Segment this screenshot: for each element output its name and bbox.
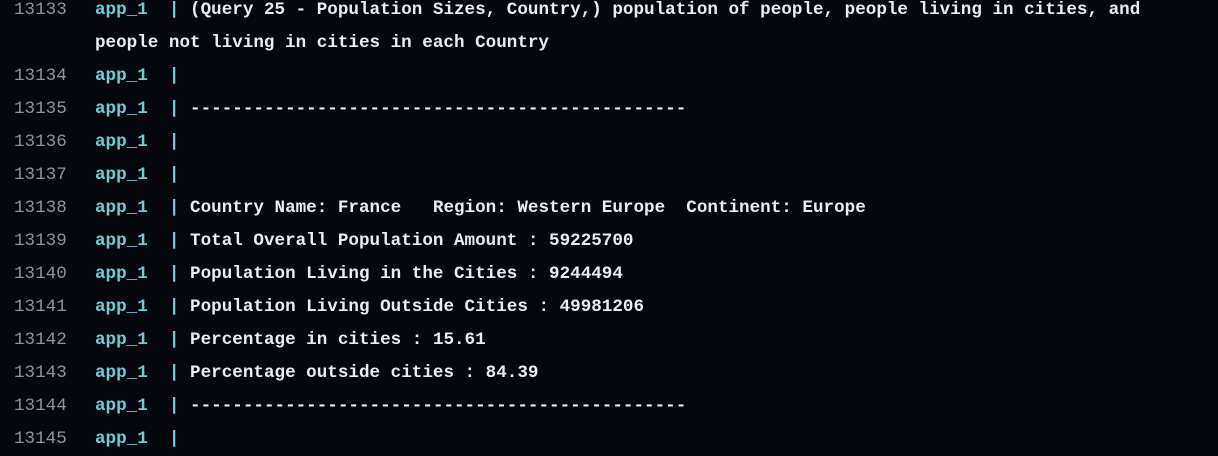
log-content: app_1 | Population Living in the Cities …: [95, 258, 1193, 291]
log-line: 13138 app_1 | Country Name: France Region…: [0, 192, 1218, 225]
service-name: app_1: [95, 264, 148, 284]
line-number: 13135: [14, 99, 67, 119]
line-number: 13139: [14, 231, 67, 251]
pipe-separator: |: [168, 264, 180, 284]
log-content: app_1 | Percentage outside cities : 84.3…: [95, 357, 1193, 390]
pipe-separator: |: [168, 132, 180, 152]
log-content: app_1 | --------------------------------…: [95, 93, 1193, 126]
log-message: ----------------------------------------…: [190, 99, 687, 119]
line-number: 13134: [14, 66, 67, 86]
service-name: app_1: [95, 165, 148, 185]
log-content: app_1 |: [95, 423, 1193, 456]
pipe-separator: |: [168, 198, 180, 218]
log-content: app_1 | Population Living Outside Cities…: [95, 291, 1193, 324]
service-name: app_1: [95, 198, 148, 218]
line-number: 13141: [14, 297, 67, 317]
log-message: Population Living in the Cities : 924449…: [190, 264, 623, 284]
pipe-separator: |: [168, 99, 180, 119]
log-line: 13142 app_1 | Percentage in cities : 15.6…: [0, 324, 1218, 357]
log-message: (Query 25 - Population Sizes, Country,) …: [95, 0, 1151, 53]
pipe-separator: |: [168, 66, 180, 86]
service-name: app_1: [95, 231, 148, 251]
pipe-separator: |: [168, 363, 180, 383]
line-number: 13143: [14, 363, 67, 383]
log-content: app_1 |: [95, 60, 1193, 93]
log-line: 13136 app_1 |: [0, 126, 1218, 159]
log-line: 13137 app_1 |: [0, 159, 1218, 192]
service-name: app_1: [95, 66, 148, 86]
line-number: 13136: [14, 132, 67, 152]
service-name: app_1: [95, 132, 148, 152]
log-content: app_1 |: [95, 159, 1193, 192]
service-name: app_1: [95, 330, 148, 350]
log-line: 13135 app_1 | ---------------------------…: [0, 93, 1218, 126]
log-content: app_1 | (Query 25 - Population Sizes, Co…: [95, 0, 1193, 60]
pipe-separator: |: [168, 231, 180, 251]
pipe-separator: |: [168, 0, 180, 20]
pipe-separator: |: [168, 330, 180, 350]
line-number: 13144: [14, 396, 67, 416]
service-name: app_1: [95, 363, 148, 383]
log-content: app_1 | Percentage in cities : 15.61: [95, 324, 1193, 357]
log-line: 13140 app_1 | Population Living in the Ci…: [0, 258, 1218, 291]
log-message: Percentage in cities : 15.61: [190, 330, 486, 350]
pipe-separator: |: [168, 297, 180, 317]
log-content: app_1 | Country Name: France Region: Wes…: [95, 192, 1193, 225]
service-name: app_1: [95, 0, 148, 20]
log-content: app_1 | --------------------------------…: [95, 390, 1193, 423]
line-number: 13142: [14, 330, 67, 350]
log-line: 13134 app_1 |: [0, 60, 1218, 93]
log-line: 13144 app_1 | ---------------------------…: [0, 390, 1218, 423]
log-message: Population Living Outside Cities : 49981…: [190, 297, 645, 317]
pipe-separator: |: [168, 429, 180, 449]
line-number: 13145: [14, 429, 67, 449]
log-line: 13141 app_1 | Population Living Outside C…: [0, 291, 1218, 324]
log-content: app_1 |: [95, 126, 1193, 159]
line-number: 13137: [14, 165, 67, 185]
log-message: ----------------------------------------…: [190, 396, 687, 416]
pipe-separator: |: [168, 165, 180, 185]
line-number: 13138: [14, 198, 67, 218]
service-name: app_1: [95, 99, 148, 119]
service-name: app_1: [95, 396, 148, 416]
log-line: 13133 app_1 | (Query 25 - Population Size…: [0, 0, 1218, 60]
log-message: Country Name: France Region: Western Eur…: [190, 198, 866, 218]
pipe-separator: |: [168, 396, 180, 416]
log-line: 13145 app_1 |: [0, 423, 1218, 456]
log-line: 13143 app_1 | Percentage outside cities :…: [0, 357, 1218, 390]
log-line: 13139 app_1 | Total Overall Population Am…: [0, 225, 1218, 258]
log-message: Percentage outside cities : 84.39: [190, 363, 539, 383]
line-number: 13140: [14, 264, 67, 284]
service-name: app_1: [95, 297, 148, 317]
service-name: app_1: [95, 429, 148, 449]
log-content: app_1 | Total Overall Population Amount …: [95, 225, 1193, 258]
log-message: Total Overall Population Amount : 592257…: [190, 231, 634, 251]
line-number: 13133: [14, 0, 67, 20]
